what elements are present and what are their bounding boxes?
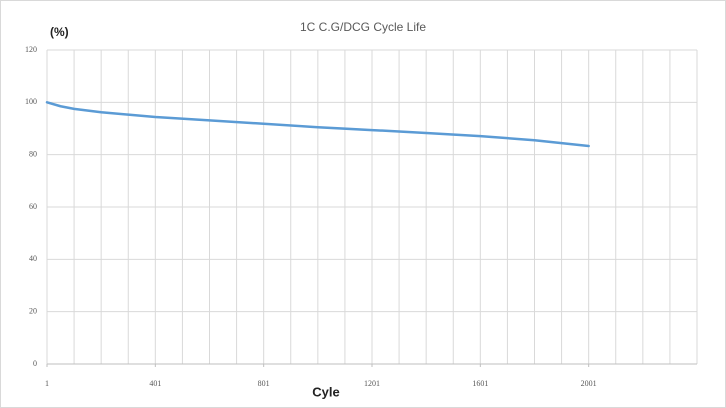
y-tick-label: 0 (33, 359, 37, 368)
x-tick-label: 801 (258, 379, 270, 388)
data-line (45, 101, 590, 148)
y-axis-label: (%) (50, 25, 69, 39)
y-tick-label: 120 (25, 45, 37, 54)
y-tick-label: 40 (29, 254, 37, 263)
x-tick-label: 1601 (472, 379, 488, 388)
y-tick-label: 100 (25, 97, 37, 106)
x-axis-label: Cyle (312, 384, 339, 399)
x-tick-label: 1201 (364, 379, 380, 388)
x-tick-label: 401 (149, 379, 161, 388)
y-tick-label: 60 (29, 202, 37, 211)
y-tick-label: 80 (29, 149, 37, 158)
x-tick-label: 2001 (581, 379, 597, 388)
chart-title: 1C C.G/DCG Cycle Life (300, 20, 426, 34)
y-tick-label: 20 (29, 306, 37, 315)
x-tick-label: 1 (45, 379, 49, 388)
